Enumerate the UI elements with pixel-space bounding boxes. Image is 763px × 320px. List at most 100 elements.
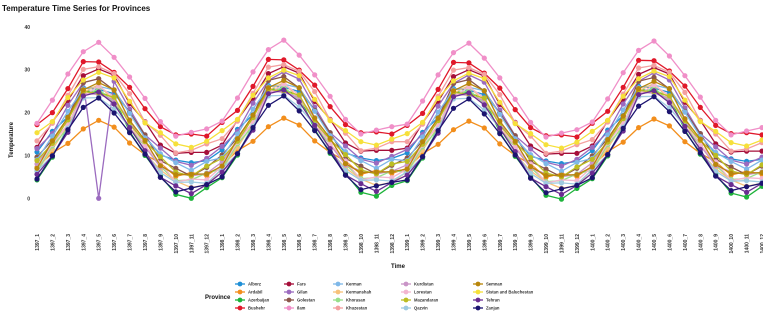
data-point [234,116,241,122]
data-point [759,162,763,168]
data-point [528,175,534,181]
data-point [173,141,179,147]
data-point [666,109,673,115]
x-tick-label: 1398_6 [297,234,303,251]
data-point [219,155,225,161]
x-tick-label: 1397_10 [174,234,180,254]
data-point [435,72,441,78]
data-point [389,169,395,175]
data-point [265,91,271,97]
data-point [682,89,688,95]
x-tick-label: 1399_1 [405,234,411,251]
x-tick-label: 1398_12 [390,234,396,254]
data-point [651,68,657,74]
legend: Province Alborz Ardabil Azerbaijan Bushehr F… [205,282,534,311]
data-point [142,143,148,149]
data-point [373,160,379,166]
data-point [420,154,426,160]
series-line [36,79,763,177]
data-point [281,62,287,68]
legend-title: Province [205,295,231,301]
data-point [512,138,518,144]
data-point [327,135,333,141]
legend-marker [237,297,243,303]
data-point [65,95,71,101]
data-point [759,132,763,138]
data-point [497,75,503,81]
data-point [389,131,395,137]
series-semnan [34,77,763,179]
data-point [528,125,534,131]
data-point [481,55,487,61]
series-ilam [34,37,763,140]
data-point [49,153,56,159]
x-tick-label: 1399_2 [421,234,427,251]
data-point [450,105,457,111]
data-point [528,164,534,170]
data-point [34,158,40,164]
legend-label: Bushehr [248,306,265,311]
data-point [342,128,349,134]
data-point [713,122,719,128]
legend-label: Khorasan [346,298,366,303]
legend-label: Semnan [486,282,503,287]
legend-marker [335,281,341,287]
data-point [728,158,734,164]
data-point [466,70,472,76]
data-point [481,71,487,77]
data-point [204,182,210,188]
data-point [111,71,117,77]
data-point [265,64,271,70]
x-tick-label: 1400_6 [667,234,673,251]
data-point [34,120,40,126]
x-tick-label: 1397_12 [205,234,211,254]
legend-marker [403,297,409,303]
data-point [142,106,148,112]
data-point [466,60,472,66]
data-point [342,152,349,158]
data-point [296,99,302,105]
data-point [296,122,302,128]
data-point [620,113,626,119]
legend-label: Gilan [297,290,308,295]
data-point [744,143,750,149]
data-point [466,65,472,71]
data-point [142,95,148,101]
data-point [682,73,688,79]
x-tick-label: 1398_11 [374,234,380,253]
data-point [34,146,40,152]
data-point [404,131,410,137]
data-point [450,50,457,56]
legend-marker [237,305,243,311]
data-point [481,95,487,101]
data-point [543,142,549,148]
data-point [312,89,318,95]
data-point [49,119,56,125]
data-point [312,128,318,134]
data-point [80,59,86,65]
data-point [65,86,71,92]
data-point [528,131,534,137]
data-point [250,92,256,98]
data-point [173,133,179,139]
data-point [636,76,642,82]
data-point [651,88,657,94]
data-point [188,144,194,150]
y-tick-label: 30 [24,68,30,74]
data-point [466,118,472,124]
data-point [80,49,86,55]
x-tick-label: 1399_5 [467,234,473,251]
data-point [80,66,86,72]
data-point [481,107,487,113]
data-point [389,147,395,153]
data-point [759,137,763,143]
data-point [404,158,410,164]
data-point [666,74,673,80]
x-tick-label: 1398_7 [313,234,319,251]
data-point [96,95,102,101]
data-point [342,116,349,122]
data-point [697,136,703,142]
data-point [666,53,673,59]
data-point [111,75,117,81]
